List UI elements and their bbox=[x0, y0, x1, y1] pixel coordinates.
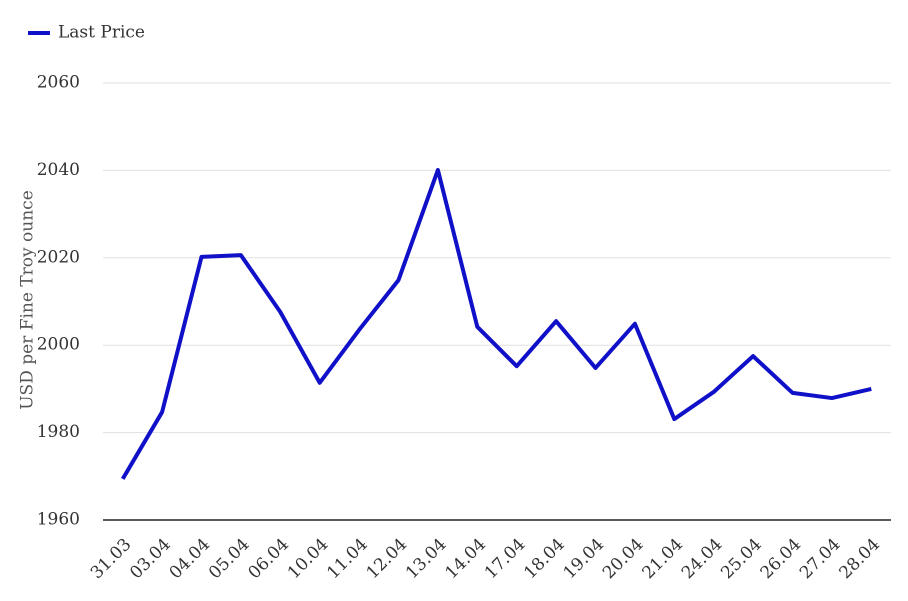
y-tick-label: 2040 bbox=[37, 160, 80, 180]
x-tick-label: 21.04 bbox=[638, 535, 687, 584]
x-tick-label: 20.04 bbox=[599, 535, 648, 584]
line-series bbox=[120, 167, 872, 480]
x-tick-label: 18.04 bbox=[520, 535, 569, 584]
x-tick-label: 12.04 bbox=[363, 535, 412, 584]
y-tick-label: 2020 bbox=[37, 247, 80, 267]
y-tick-label: 1980 bbox=[37, 422, 80, 442]
x-tick-label: 17.04 bbox=[481, 535, 530, 584]
y-tick-label: 1960 bbox=[37, 510, 80, 530]
x-tick-label: 06.04 bbox=[244, 535, 293, 584]
x-tick-label: 11.04 bbox=[323, 535, 372, 584]
x-tick-label: 05.04 bbox=[205, 535, 254, 584]
x-tick-label: 19.04 bbox=[560, 535, 609, 584]
x-tick-label: 28.04 bbox=[835, 535, 884, 584]
x-tick-label: 26.04 bbox=[757, 535, 806, 584]
x-tick-label: 10.04 bbox=[284, 535, 333, 584]
x-tick-label: 04.04 bbox=[166, 535, 215, 584]
x-tick-label: 31.03 bbox=[87, 535, 136, 584]
y-tick-label: 2060 bbox=[37, 73, 80, 93]
y-tick-label: 2000 bbox=[37, 335, 80, 355]
y-axis-label: USD per Fine Troy ounce bbox=[18, 190, 38, 410]
x-tick-label: 03.04 bbox=[126, 535, 175, 584]
x-tick-label: 25.04 bbox=[717, 535, 766, 584]
x-tick-label: 13.04 bbox=[402, 535, 451, 584]
x-tick-label: 24.04 bbox=[678, 535, 727, 584]
legend-label: Last Price bbox=[58, 23, 145, 43]
x-tick-label: 27.04 bbox=[796, 535, 845, 584]
x-tick-label: 14.04 bbox=[441, 535, 490, 584]
